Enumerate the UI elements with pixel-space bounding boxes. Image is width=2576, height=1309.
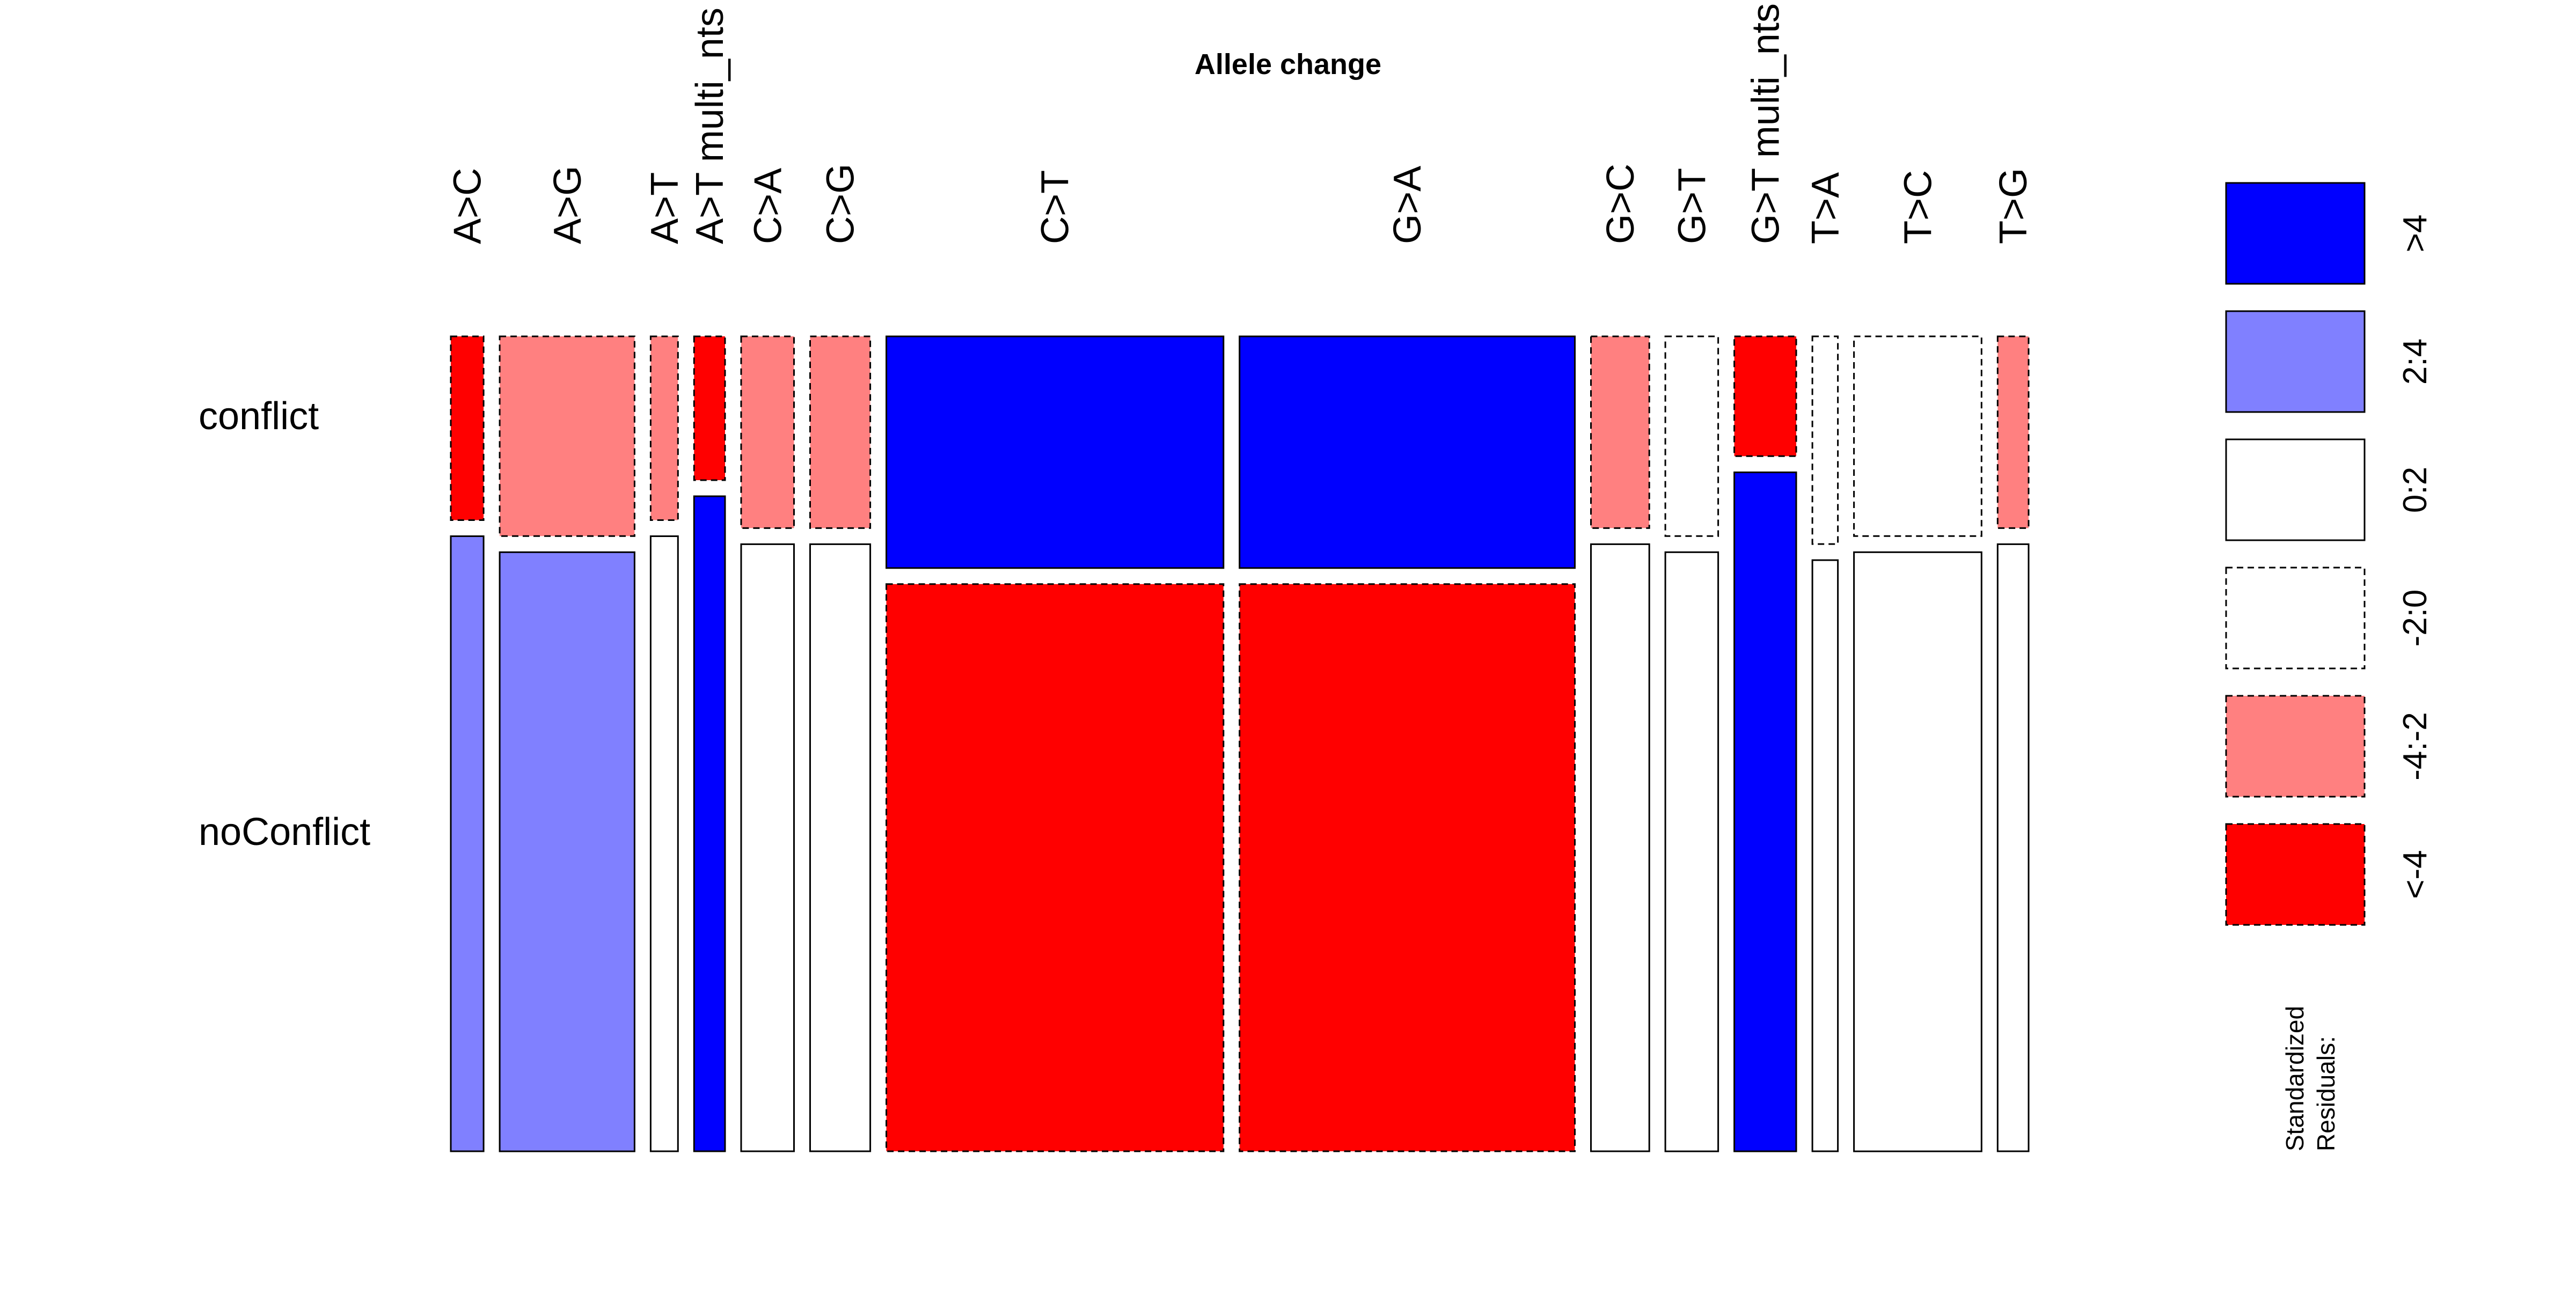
tile-g-to-t-multi-nts-conflict [1733,335,1797,457]
tile-c-to-t-noconflict [885,583,1225,1152]
column-label-g-to-t: G>T [1671,168,1714,244]
tile-a-to-g-noconflict [499,551,635,1152]
tile-a-to-c-conflict [450,335,485,521]
column-label-g-to-c: G>C [1599,164,1642,244]
tile-t-to-c-conflict [1853,335,1982,537]
tile-g-to-c-conflict [1590,335,1650,529]
tile-t-to-a-conflict [1811,335,1839,545]
legend-swatch-5 [2225,695,2366,798]
column-label-a-to-c: A>C [447,168,489,244]
chart-title: Allele change [1195,48,1381,80]
row-label-conflict: conflict [199,395,319,438]
tile-g-to-a-conflict [1239,335,1576,569]
tile-c-to-a-noconflict [740,543,795,1152]
column-label-c-to-g: C>G [819,164,862,244]
legend: >4 2:4 0:2 -2:0 -4:-2 <-4 Standardized Residual… [2225,182,2434,1151]
tile-t-to-g-noconflict [1996,543,2030,1152]
tile-a-to-g-conflict [499,335,635,537]
column-label-g-to-a: G>A [1386,166,1429,244]
legend-label-6: <-4 [2397,850,2434,899]
column-label-a-to-t: A>T [643,172,686,244]
row-labels: conflict noConflict [199,395,370,854]
legend-swatch-6 [2225,823,2366,926]
tile-g-to-t-multi-nts-noconflict [1733,471,1797,1152]
tile-a-to-t-noconflict [649,535,679,1152]
legend-label-4: -2:0 [2397,590,2434,647]
column-label-c-to-t: C>T [1034,170,1077,244]
legend-label-1: >4 [2397,215,2434,253]
tile-a-to-t-multi-nts-noconflict [693,495,726,1152]
column-labels: A>C A>G A>T A>T multi_nts C>A C>G C>T G>A G>C G>T… [447,3,2036,244]
column-label-c-to-a: C>A [747,168,789,244]
legend-label-2: 2:4 [2397,339,2434,385]
tile-c-to-g-conflict [809,335,872,529]
tile-c-to-g-noconflict [809,543,872,1152]
tile-c-to-a-conflict [740,335,795,529]
legend-label-3: 0:2 [2397,467,2434,513]
tile-g-to-a-noconflict [1239,583,1576,1152]
legend-label-5: -4:-2 [2397,712,2434,780]
column-label-t-to-g: T>G [1992,168,2035,244]
column-label-g-to-t-multi-nts: G>T multi_nts [1744,3,1787,244]
legend-title: Standardized Residuals: [2281,1006,2340,1151]
tile-g-to-t-noconflict [1664,551,1719,1152]
column-label-a-to-t-multi-nts: A>T multi_nts [689,8,731,244]
mosaic-tiles [450,335,2030,1152]
legend-swatch-2 [2225,310,2366,413]
legend-swatch-1 [2225,182,2366,285]
tile-g-to-t-conflict [1664,335,1719,537]
legend-swatch-3 [2225,438,2366,541]
column-label-t-to-c: T>C [1897,170,1940,244]
tile-g-to-c-noconflict [1590,543,1650,1152]
tile-t-to-g-conflict [1996,335,2030,529]
legend-swatch-4 [2225,567,2366,670]
row-label-noconflict: noConflict [199,811,370,854]
tile-t-to-c-noconflict [1853,551,1982,1152]
column-label-a-to-g: A>G [546,166,589,244]
tile-a-to-t-conflict [649,335,679,521]
column-label-t-to-a: T>A [1804,172,1847,244]
tile-c-to-t-conflict [885,335,1225,569]
tile-a-to-t-multi-nts-conflict [693,335,726,481]
tile-a-to-c-noconflict [450,535,485,1152]
tile-t-to-a-noconflict [1811,559,1839,1152]
